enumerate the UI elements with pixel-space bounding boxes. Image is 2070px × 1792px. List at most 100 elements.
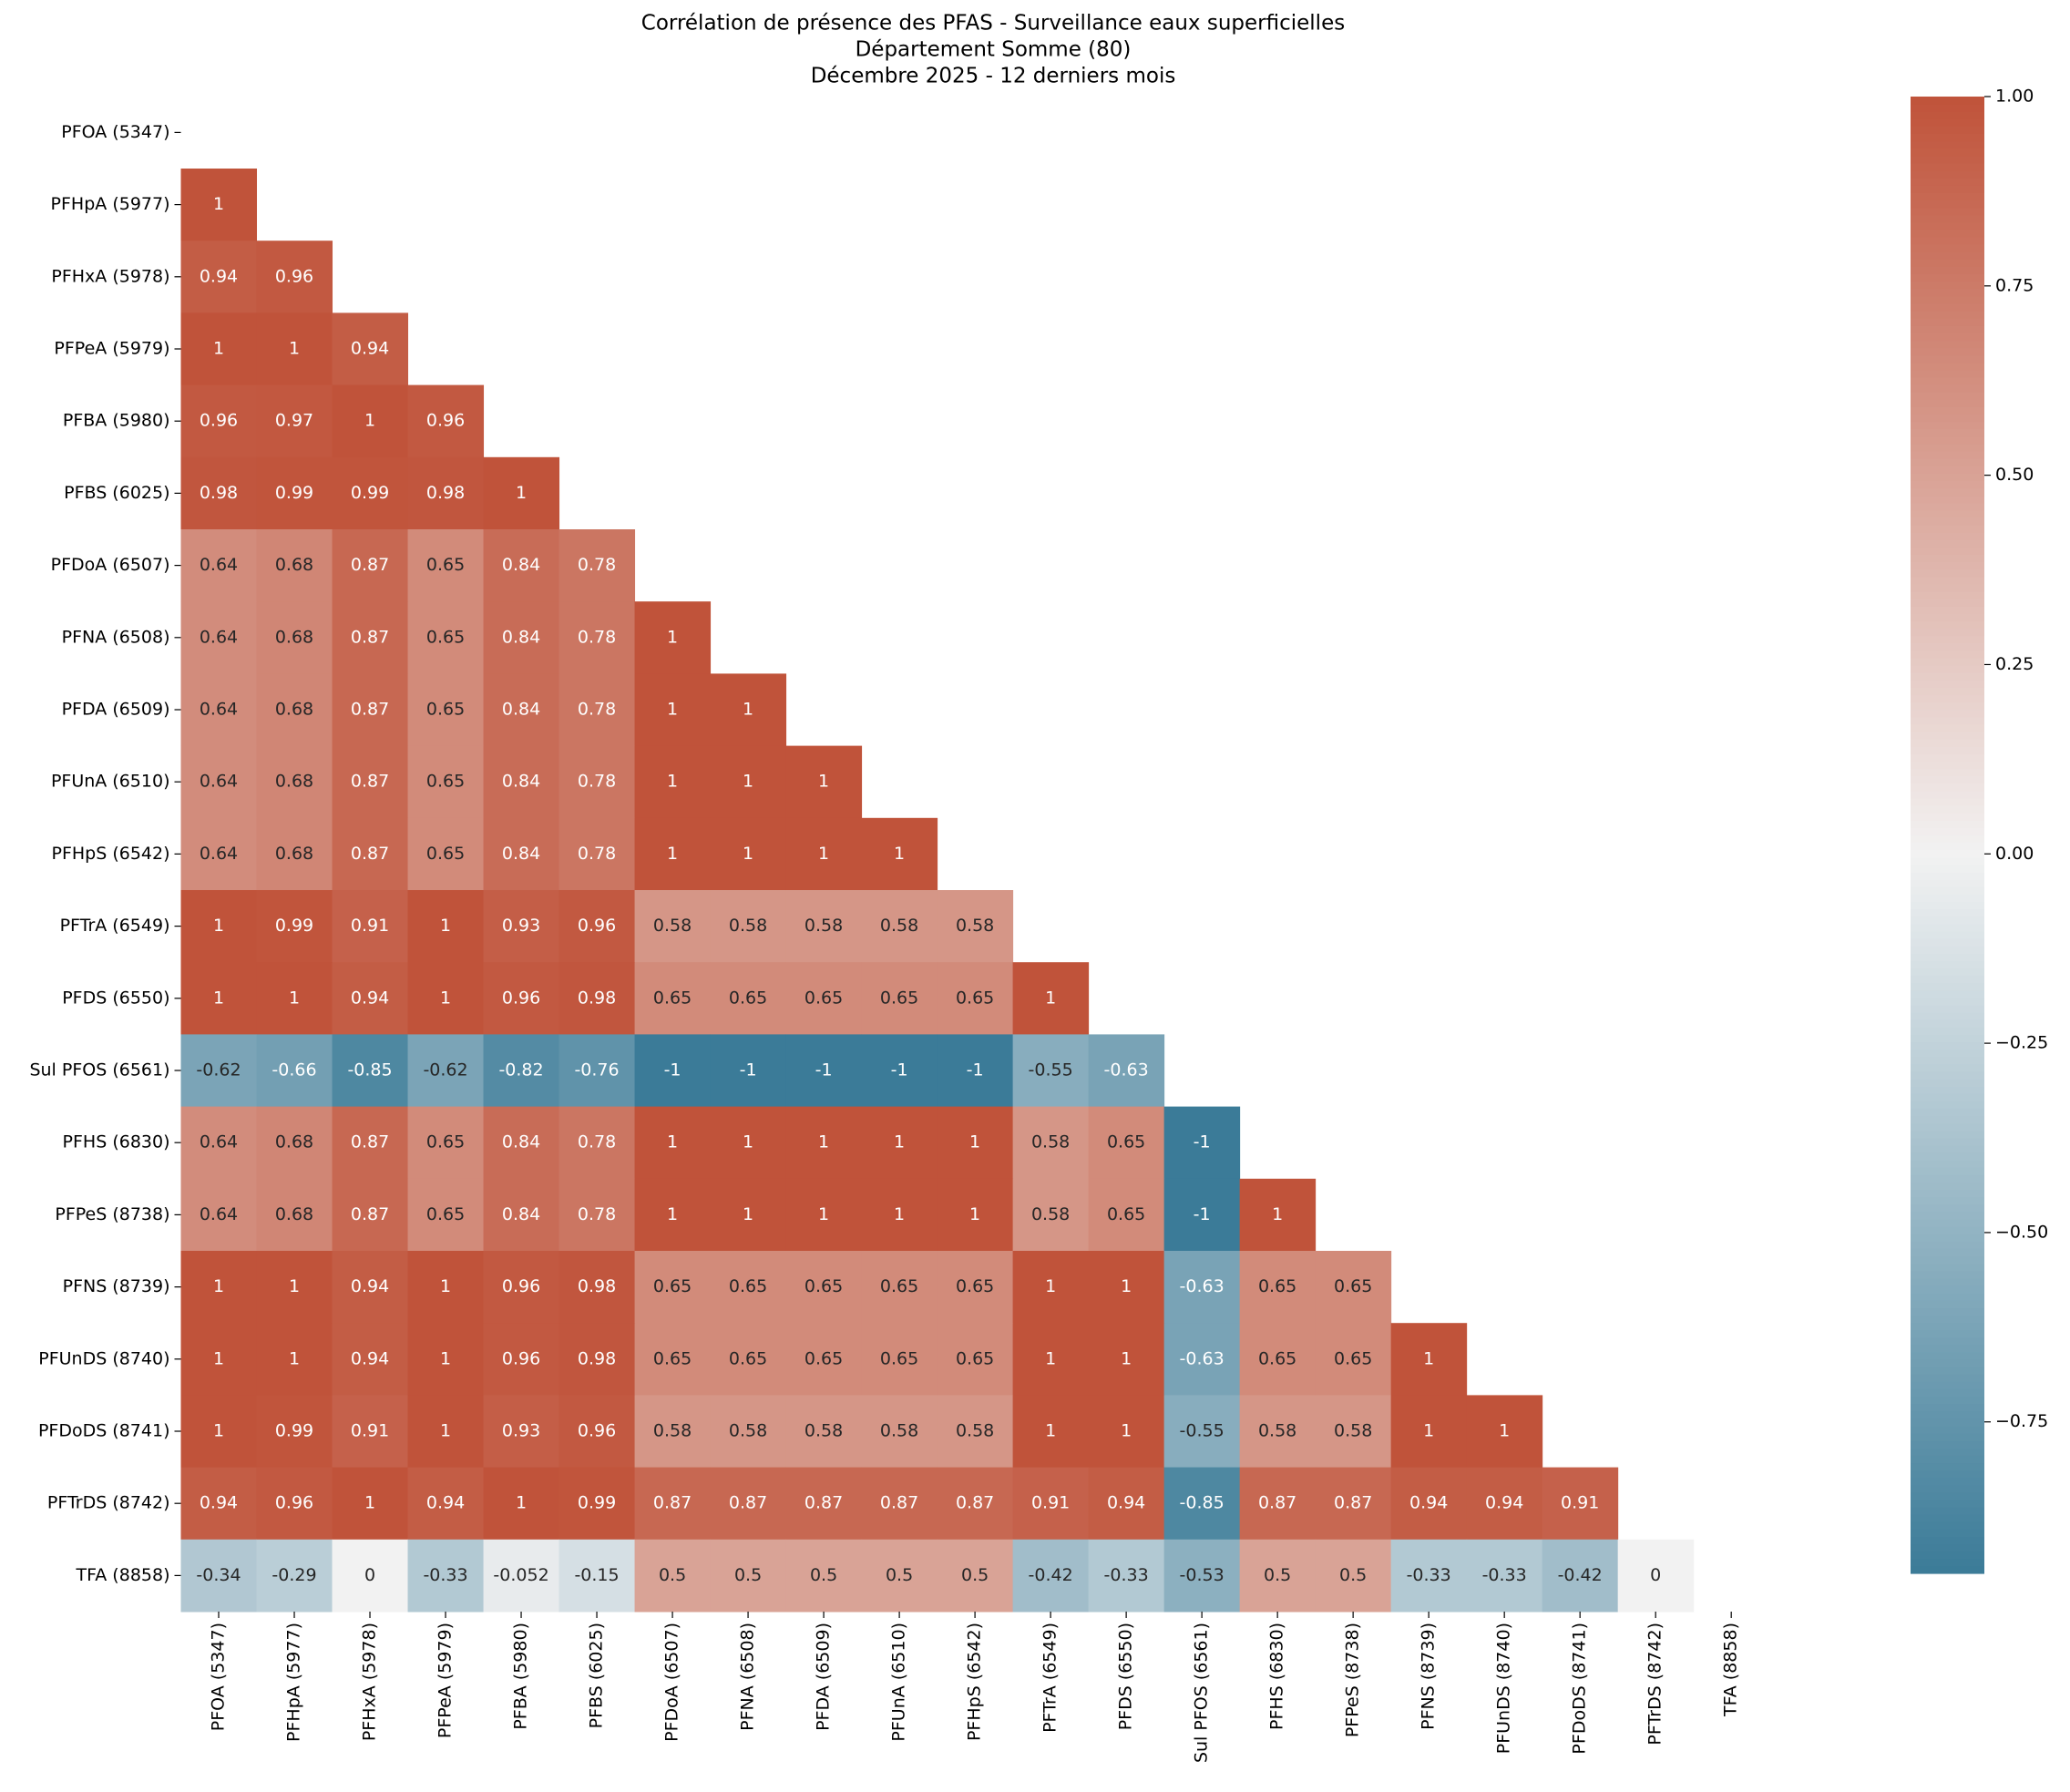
heatmap-cell: [710, 1178, 787, 1252]
cell-label: 0.87: [956, 1493, 994, 1513]
heatmap-cell: [1088, 1539, 1165, 1613]
colorbar-segment: [1911, 244, 1984, 252]
cell-label: 0.58: [880, 916, 918, 936]
x-tick-label: PFDoDS (8741): [1570, 1623, 1590, 1755]
colorbar-segment: [1911, 170, 1984, 179]
colorbar-segment: [1911, 1307, 1984, 1316]
cell-label: 0.58: [1031, 1204, 1070, 1224]
cell-label: 1: [818, 1132, 829, 1152]
colorbar-tick-label: −0.75: [1995, 1411, 2048, 1431]
x-tick-label: PFHxA (5978): [360, 1623, 380, 1741]
cell-label: 0: [1650, 1565, 1661, 1585]
heatmap-cell: [710, 1395, 787, 1469]
colorbar-segment: [1911, 1551, 1984, 1560]
cell-label: 0.68: [275, 844, 313, 864]
heatmap-cell: [407, 962, 485, 1035]
cell-label: 0.94: [200, 266, 238, 286]
heatmap-cell: [558, 890, 636, 963]
heatmap-cell: [180, 1395, 258, 1469]
heatmap-cell: [1163, 1467, 1241, 1541]
colorbar-segment: [1911, 1336, 1984, 1346]
cell-label: 1: [213, 1348, 224, 1368]
y-tick-label: PFUnDS (8740): [38, 1348, 169, 1368]
colorbar-segment: [1911, 376, 1984, 385]
cell-label: 0.97: [275, 411, 313, 431]
colorbar-segment: [1911, 894, 1984, 903]
colorbar-segment: [1911, 340, 1984, 349]
cell-label: 1: [818, 772, 829, 792]
cell-label: 0: [364, 1565, 375, 1585]
heatmap-cell: [937, 1178, 1014, 1252]
heatmap-cell: [937, 1251, 1014, 1324]
cell-label: 1: [969, 1132, 980, 1152]
cell-label: 0.91: [351, 1421, 389, 1441]
cell-label: -0.63: [1180, 1276, 1225, 1296]
heatmap-cell: [785, 1395, 863, 1469]
heatmap-cell: [785, 890, 863, 963]
colorbar-segment: [1911, 1167, 1984, 1175]
colorbar-segment: [1911, 576, 1984, 585]
colorbar-segment: [1911, 1182, 1984, 1191]
colorbar-segment: [1911, 273, 1984, 282]
colorbar-segment: [1911, 1462, 1984, 1471]
heatmap-cell: [256, 1539, 333, 1613]
heatmap-cell: [710, 817, 787, 891]
cell-label: 1: [667, 844, 678, 864]
colorbar-segment: [1911, 1152, 1984, 1161]
colorbar-segment: [1911, 200, 1984, 209]
cell-label: 0.65: [956, 1276, 994, 1296]
cell-label: 0.65: [653, 988, 692, 1008]
colorbar-segment: [1911, 1248, 1984, 1257]
heatmap-cell: [1088, 1178, 1165, 1252]
colorbar-segment: [1911, 842, 1984, 851]
heatmap-cell: [180, 1178, 258, 1252]
colorbar-segment: [1911, 723, 1984, 732]
heatmap-cell: [558, 1034, 636, 1108]
colorbar-segment: [1911, 392, 1984, 400]
cell-label: 0.5: [734, 1565, 762, 1585]
colorbar-segment: [1911, 568, 1984, 578]
heatmap-cell: [407, 1251, 485, 1324]
colorbar-segment: [1911, 362, 1984, 371]
x-tick-label: PFUnA (6510): [889, 1623, 909, 1742]
colorbar-segment: [1911, 1063, 1984, 1072]
cell-label: 0.99: [275, 1421, 313, 1441]
cell-label: 0.65: [804, 1276, 843, 1296]
heatmap-cell: [483, 1106, 560, 1180]
cell-label: 1: [1045, 1421, 1056, 1441]
heatmap-cell: [256, 1251, 333, 1324]
x-tick-label: PFTrDS (8742): [1645, 1623, 1665, 1746]
cell-label: 0.84: [502, 1204, 540, 1224]
cell-label: 0.87: [351, 772, 389, 792]
cell-label: 0.96: [200, 411, 238, 431]
colorbar-segment: [1911, 111, 1984, 119]
heatmap-cell: [256, 384, 333, 458]
cell-label: 0.65: [956, 988, 994, 1008]
heatmap-cell: [937, 1539, 1014, 1613]
colorbar-segment: [1911, 148, 1984, 157]
x-tick-label: PFHpA (5977): [284, 1623, 304, 1742]
y-tick-label: PFDA (6509): [62, 700, 170, 720]
heatmap-cell: [937, 1034, 1014, 1108]
cell-label: 0.58: [1031, 1132, 1070, 1152]
heatmap-cell: [180, 890, 258, 963]
cell-label: 0.64: [200, 627, 238, 647]
colorbar-segment: [1911, 155, 1984, 164]
heatmap-cell: [256, 817, 333, 891]
heatmap-cell: [558, 817, 636, 891]
cell-label: 0.96: [502, 1276, 540, 1296]
heatmap-cell: [861, 1395, 938, 1469]
colorbar-segment: [1911, 221, 1984, 230]
heatmap-cell: [710, 673, 787, 747]
heatmap-cell: [1088, 1034, 1165, 1108]
heatmap-cell: [785, 1323, 863, 1396]
heatmap-cell: [256, 529, 333, 602]
y-tick-label: PFOA (5347): [61, 122, 169, 142]
cell-label: 0.96: [275, 1493, 313, 1513]
colorbar-segment: [1911, 1565, 1984, 1574]
heatmap-cell: [332, 601, 409, 674]
cell-label: 0.58: [1258, 1421, 1296, 1441]
colorbar-segment: [1911, 1507, 1984, 1515]
colorbar-segment: [1911, 1300, 1984, 1308]
